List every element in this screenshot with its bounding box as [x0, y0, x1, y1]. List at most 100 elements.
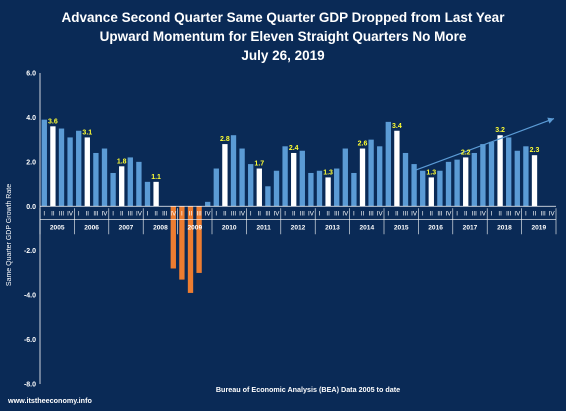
bar [110, 172, 116, 207]
quarter-tick-label: II [258, 210, 262, 217]
quarter-tick-label: III [265, 210, 270, 217]
watermark: www.itstheeconomy.info [7, 396, 92, 405]
quarter-tick-label: I [387, 210, 389, 217]
quarter-tick-label: IV [377, 210, 384, 217]
bar [76, 130, 82, 207]
y-tick-label: 6.0 [26, 71, 36, 78]
bar [325, 177, 331, 207]
quarter-tick-label: IV [239, 210, 246, 217]
bar [308, 172, 314, 207]
quarter-tick-label: IV [549, 210, 556, 217]
bar [119, 166, 125, 207]
quarter-tick-label: III [128, 210, 133, 217]
y-tick-label: 4.0 [26, 115, 36, 122]
chart-title-line-1: Advance Second Quarter Same Quarter GDP … [62, 10, 506, 25]
bar [230, 135, 237, 207]
y-tick-label: 2.0 [26, 159, 36, 166]
quarter-tick-label: I [491, 210, 493, 217]
data-label: 3.1 [82, 129, 92, 136]
bar [248, 164, 254, 207]
quarter-tick-label: IV [274, 210, 281, 217]
data-label: 1.1 [151, 174, 161, 181]
y-axis-title: Same Quarter GDP Growth Rate [6, 184, 13, 286]
year-label: 2013 [325, 224, 340, 231]
bar [480, 144, 486, 207]
bar [299, 150, 305, 207]
quarter-tick-label: I [215, 210, 217, 217]
quarter-tick-label: III [162, 210, 167, 217]
bar [488, 141, 495, 207]
trend-arrow-head [547, 117, 554, 124]
bar [273, 170, 280, 207]
quarter-tick-label: I [78, 210, 80, 217]
quarter-tick-label: IV [136, 210, 143, 217]
y-tick-label: 0.0 [26, 204, 36, 211]
bar [41, 119, 47, 207]
data-label: 3.4 [392, 123, 402, 130]
year-label: 2006 [84, 224, 99, 231]
quarter-tick-label: IV [514, 210, 521, 217]
data-label: 2.2 [461, 149, 471, 156]
bar [265, 186, 271, 207]
data-label: 1.7 [254, 161, 264, 168]
bar [471, 152, 477, 207]
year-label: 2009 [187, 224, 202, 231]
quarter-tick-label: II [361, 210, 365, 217]
bar [127, 157, 133, 207]
quarter-tick-label: IV [205, 210, 212, 217]
bar [58, 128, 65, 207]
quarter-tick-label: II [498, 210, 502, 217]
quarter-tick-label: IV [446, 210, 453, 217]
bar [136, 161, 142, 207]
quarter-tick-label: III [403, 210, 408, 217]
data-label: 3.6 [48, 118, 58, 125]
quarter-tick-label: II [223, 210, 227, 217]
quarter-tick-label: II [430, 210, 434, 217]
bar [445, 161, 452, 207]
bar [205, 201, 211, 207]
quarter-tick-label: I [525, 210, 527, 217]
bar [153, 181, 159, 207]
quarter-tick-label: IV [342, 210, 349, 217]
quarter-tick-label: IV [308, 210, 315, 217]
year-label: 2017 [463, 224, 478, 231]
bars [41, 119, 538, 293]
y-tick-label: -8.0 [24, 382, 36, 389]
quarter-tick-label: III [300, 210, 305, 217]
chart-title-date: July 26, 2019 [241, 48, 324, 63]
bar [411, 164, 417, 207]
bar [437, 170, 443, 207]
year-label: 2014 [359, 224, 374, 231]
quarter-tick-label: I [353, 210, 355, 217]
quarter-tick-label: III [93, 210, 98, 217]
year-label: 2007 [119, 224, 134, 231]
quarter-tick-label: II [533, 210, 537, 217]
quarter-tick-label: I [147, 210, 149, 217]
quarter-tick-label: III [334, 210, 339, 217]
bar [385, 121, 391, 207]
quarter-tick-label: II [464, 210, 468, 217]
bar [420, 170, 426, 207]
bar [84, 137, 90, 207]
quarter-tick-label: I [181, 210, 183, 217]
quarter-tick-label: I [43, 210, 45, 217]
data-label: 1.8 [117, 158, 127, 165]
bar [196, 206, 202, 273]
bar [93, 152, 99, 207]
quarter-tick-label: I [250, 210, 252, 217]
year-label: 2005 [50, 224, 65, 231]
bar [170, 206, 176, 269]
year-label: 2016 [428, 224, 443, 231]
data-label: 2.6 [358, 141, 368, 148]
bar [351, 172, 357, 207]
bar [359, 148, 366, 207]
bar [67, 137, 73, 207]
bar [282, 146, 288, 207]
quarter-tick-label: III [197, 210, 202, 217]
quarter-tick-label: II [120, 210, 124, 217]
bar [342, 148, 348, 207]
bar [213, 168, 219, 207]
quarter-tick-label: IV [170, 210, 177, 217]
chart-title-line-2: Upward Momentum for Eleven Straight Quar… [100, 29, 467, 44]
